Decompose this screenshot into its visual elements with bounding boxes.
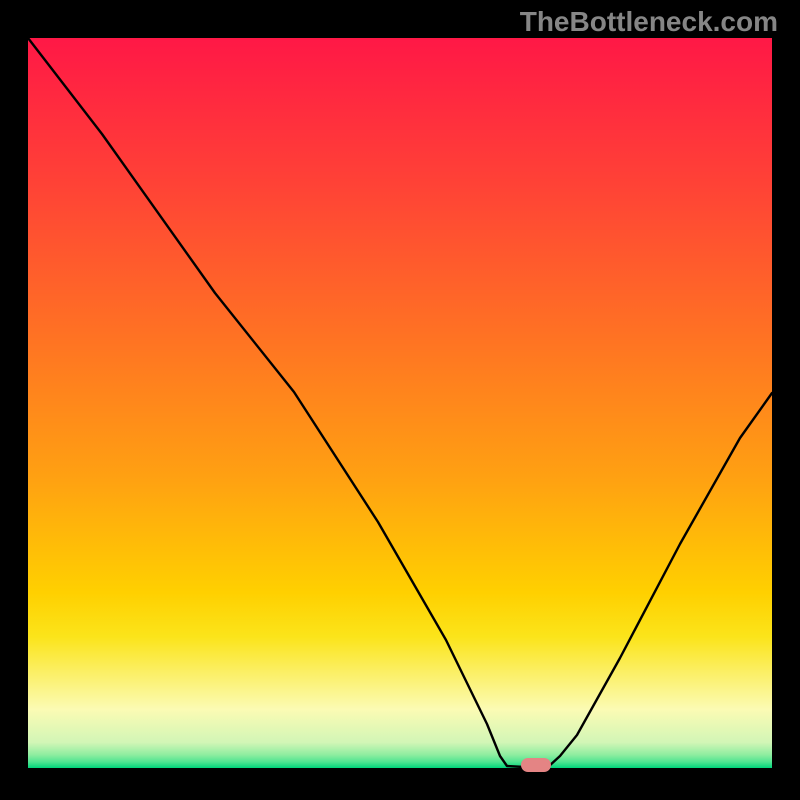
bottleneck-curve bbox=[28, 38, 772, 767]
chart-container: { "watermark_text": "TheBottleneck.com",… bbox=[0, 0, 800, 800]
curve-overlay bbox=[0, 0, 800, 800]
bottleneck-marker bbox=[521, 758, 551, 772]
watermark-text: TheBottleneck.com bbox=[520, 6, 778, 38]
